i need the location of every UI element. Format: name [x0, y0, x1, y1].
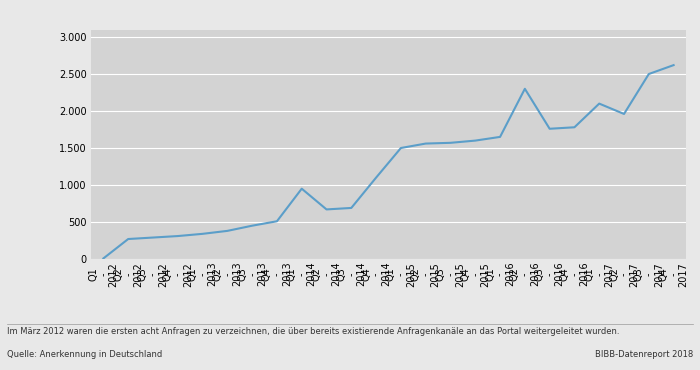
Text: Quelle: Anerkennung in Deutschland: Quelle: Anerkennung in Deutschland — [7, 350, 162, 359]
Text: Im März 2012 waren die ersten acht Anfragen zu verzeichnen, die über bereits exi: Im März 2012 waren die ersten acht Anfra… — [7, 327, 620, 336]
Text: BIBB-Datenreport 2018: BIBB-Datenreport 2018 — [595, 350, 693, 359]
